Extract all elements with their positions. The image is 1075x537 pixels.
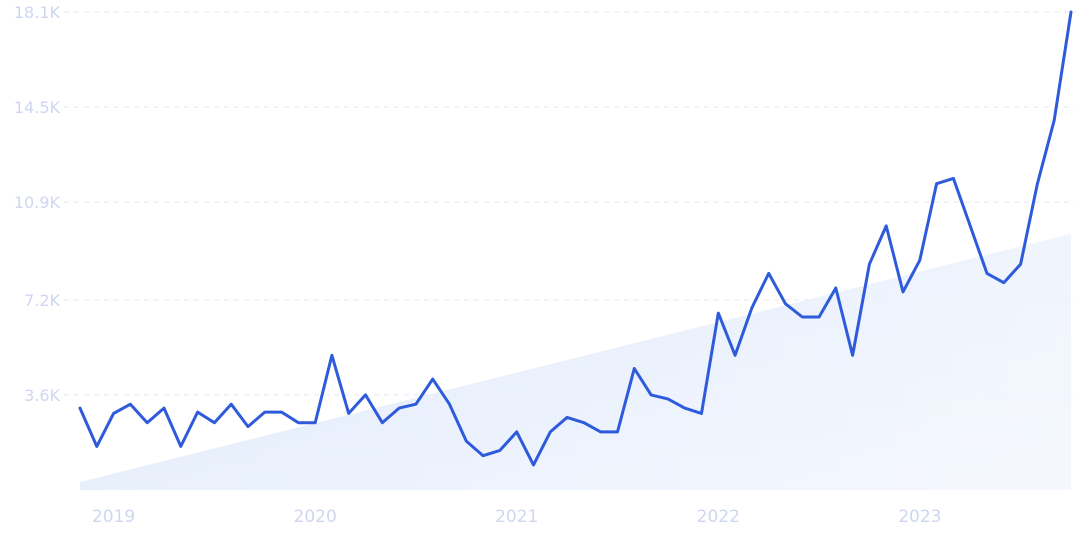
data-point: [532, 463, 535, 466]
data-point: [868, 263, 871, 266]
data-point: [179, 445, 182, 448]
data-point: [381, 421, 384, 424]
data-point: [1019, 263, 1022, 266]
data-point: [129, 403, 132, 406]
data-point: [196, 411, 199, 414]
data-point: [162, 407, 165, 410]
data-point: [717, 312, 720, 315]
data-point: [515, 430, 518, 433]
x-axis-ticks: 2019 2020 2021 2022 2023: [92, 507, 942, 527]
trend-area-shade: [80, 233, 1071, 490]
data-point: [935, 182, 938, 185]
data-point: [431, 378, 434, 381]
data-point: [448, 403, 451, 406]
data-point: [801, 316, 804, 319]
data-point: [498, 449, 501, 452]
data-point: [952, 177, 955, 180]
data-point: [280, 411, 283, 414]
y-tick-label: 18.1K: [14, 3, 61, 22]
data-point: [700, 412, 703, 415]
data-point: [666, 397, 669, 400]
data-point: [297, 421, 300, 424]
data-point: [330, 354, 333, 357]
data-point: [818, 316, 821, 319]
series-line-layer: [78, 10, 1073, 467]
x-tick-label: 2019: [92, 507, 135, 527]
y-tick-label: 14.5K: [14, 98, 61, 117]
data-point: [213, 421, 216, 424]
data-point: [414, 403, 417, 406]
data-point: [465, 440, 468, 443]
data-point: [784, 302, 787, 305]
data-point: [767, 272, 770, 275]
data-point: [482, 454, 485, 457]
y-axis-ticks: 3.6K 7.2K 10.9K 14.5K 18.1K: [14, 3, 61, 405]
data-point: [734, 354, 737, 357]
data-point: [902, 290, 905, 293]
data-point: [230, 403, 233, 406]
x-tick-label: 2023: [898, 507, 941, 527]
y-tick-label: 10.9K: [14, 193, 61, 212]
data-point: [146, 421, 149, 424]
data-point: [885, 224, 888, 227]
data-point: [1070, 11, 1073, 14]
data-point: [566, 416, 569, 419]
data-point: [263, 411, 266, 414]
data-point: [246, 425, 249, 428]
data-point: [95, 445, 98, 448]
data-point: [314, 421, 317, 424]
x-tick-label: 2020: [294, 507, 337, 527]
y-tick-label: 3.6K: [24, 386, 60, 405]
data-point: [347, 412, 350, 415]
data-point: [633, 367, 636, 370]
data-point: [969, 224, 972, 227]
data-point: [834, 286, 837, 289]
data-point: [918, 259, 921, 262]
x-tick-label: 2021: [495, 507, 538, 527]
data-point: [364, 393, 367, 396]
data-point: [582, 421, 585, 424]
data-point: [398, 407, 401, 410]
data-point: [112, 412, 115, 415]
trend-area: [80, 233, 1071, 490]
data-point: [986, 272, 989, 275]
data-point: [79, 407, 82, 410]
data-point: [1053, 119, 1056, 122]
data-point: [599, 430, 602, 433]
data-point: [851, 354, 854, 357]
series-line: [78, 10, 1073, 467]
data-point: [1036, 182, 1039, 185]
x-tick-label: 2022: [697, 507, 740, 527]
data-point: [683, 407, 686, 410]
y-tick-label: 7.2K: [24, 291, 60, 310]
data-point: [549, 430, 552, 433]
data-point: [616, 430, 619, 433]
data-point: [750, 306, 753, 309]
data-point: [650, 393, 653, 396]
data-point: [1002, 281, 1005, 284]
